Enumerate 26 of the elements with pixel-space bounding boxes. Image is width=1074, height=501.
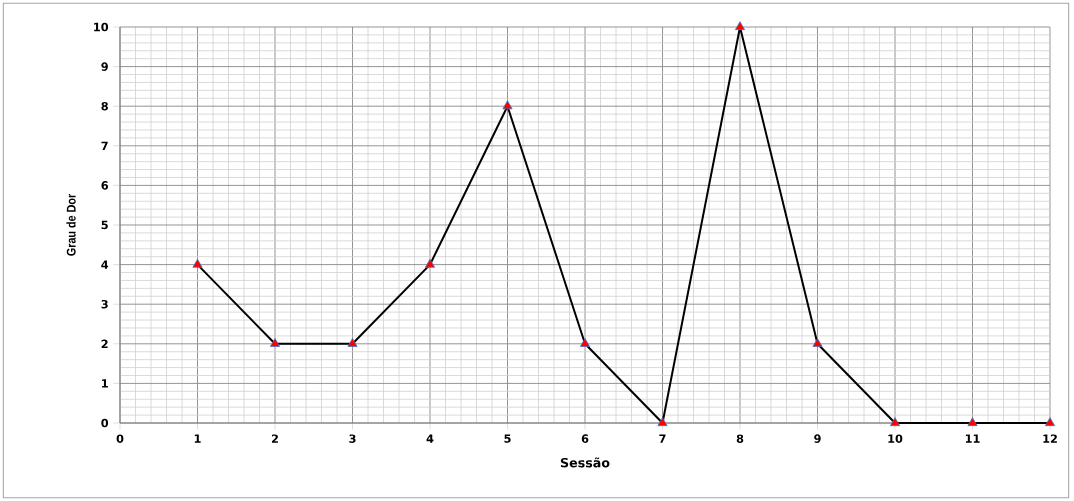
y-tick-label: 8 [101, 101, 108, 111]
x-tick-label: 2 [271, 434, 278, 443]
x-tick-label: 11 [965, 434, 980, 443]
y-tick-label: 7 [101, 141, 108, 150]
x-tick-label: 5 [504, 434, 511, 443]
x-tick-label: 8 [736, 434, 744, 443]
x-tick-label: 4 [426, 434, 434, 443]
x-tick-label: 1 [194, 434, 201, 443]
y-tick-label: 0 [101, 418, 109, 428]
x-tick-label: 3 [349, 434, 356, 443]
y-axis-title: Grau de Dor [66, 194, 76, 256]
x-tick-label: 9 [814, 434, 821, 443]
x-tick-label: 10 [888, 434, 903, 443]
y-tick-label: 3 [101, 299, 108, 309]
y-tick-label: 1 [102, 379, 108, 388]
y-tick-label: 10 [94, 22, 109, 32]
y-tick-label: 5 [101, 220, 108, 230]
y-tick-label: 4 [101, 260, 109, 269]
x-tick-label: 7 [659, 434, 666, 443]
y-tick-label: 2 [101, 339, 108, 349]
x-tick-label: 12 [1043, 434, 1057, 443]
x-tick-label: 0 [116, 434, 124, 443]
y-tick-label: 6 [101, 181, 109, 190]
x-axis-title: Sessão [560, 457, 610, 468]
x-tick-label: 6 [581, 434, 589, 443]
y-tick-label: 9 [101, 62, 108, 71]
